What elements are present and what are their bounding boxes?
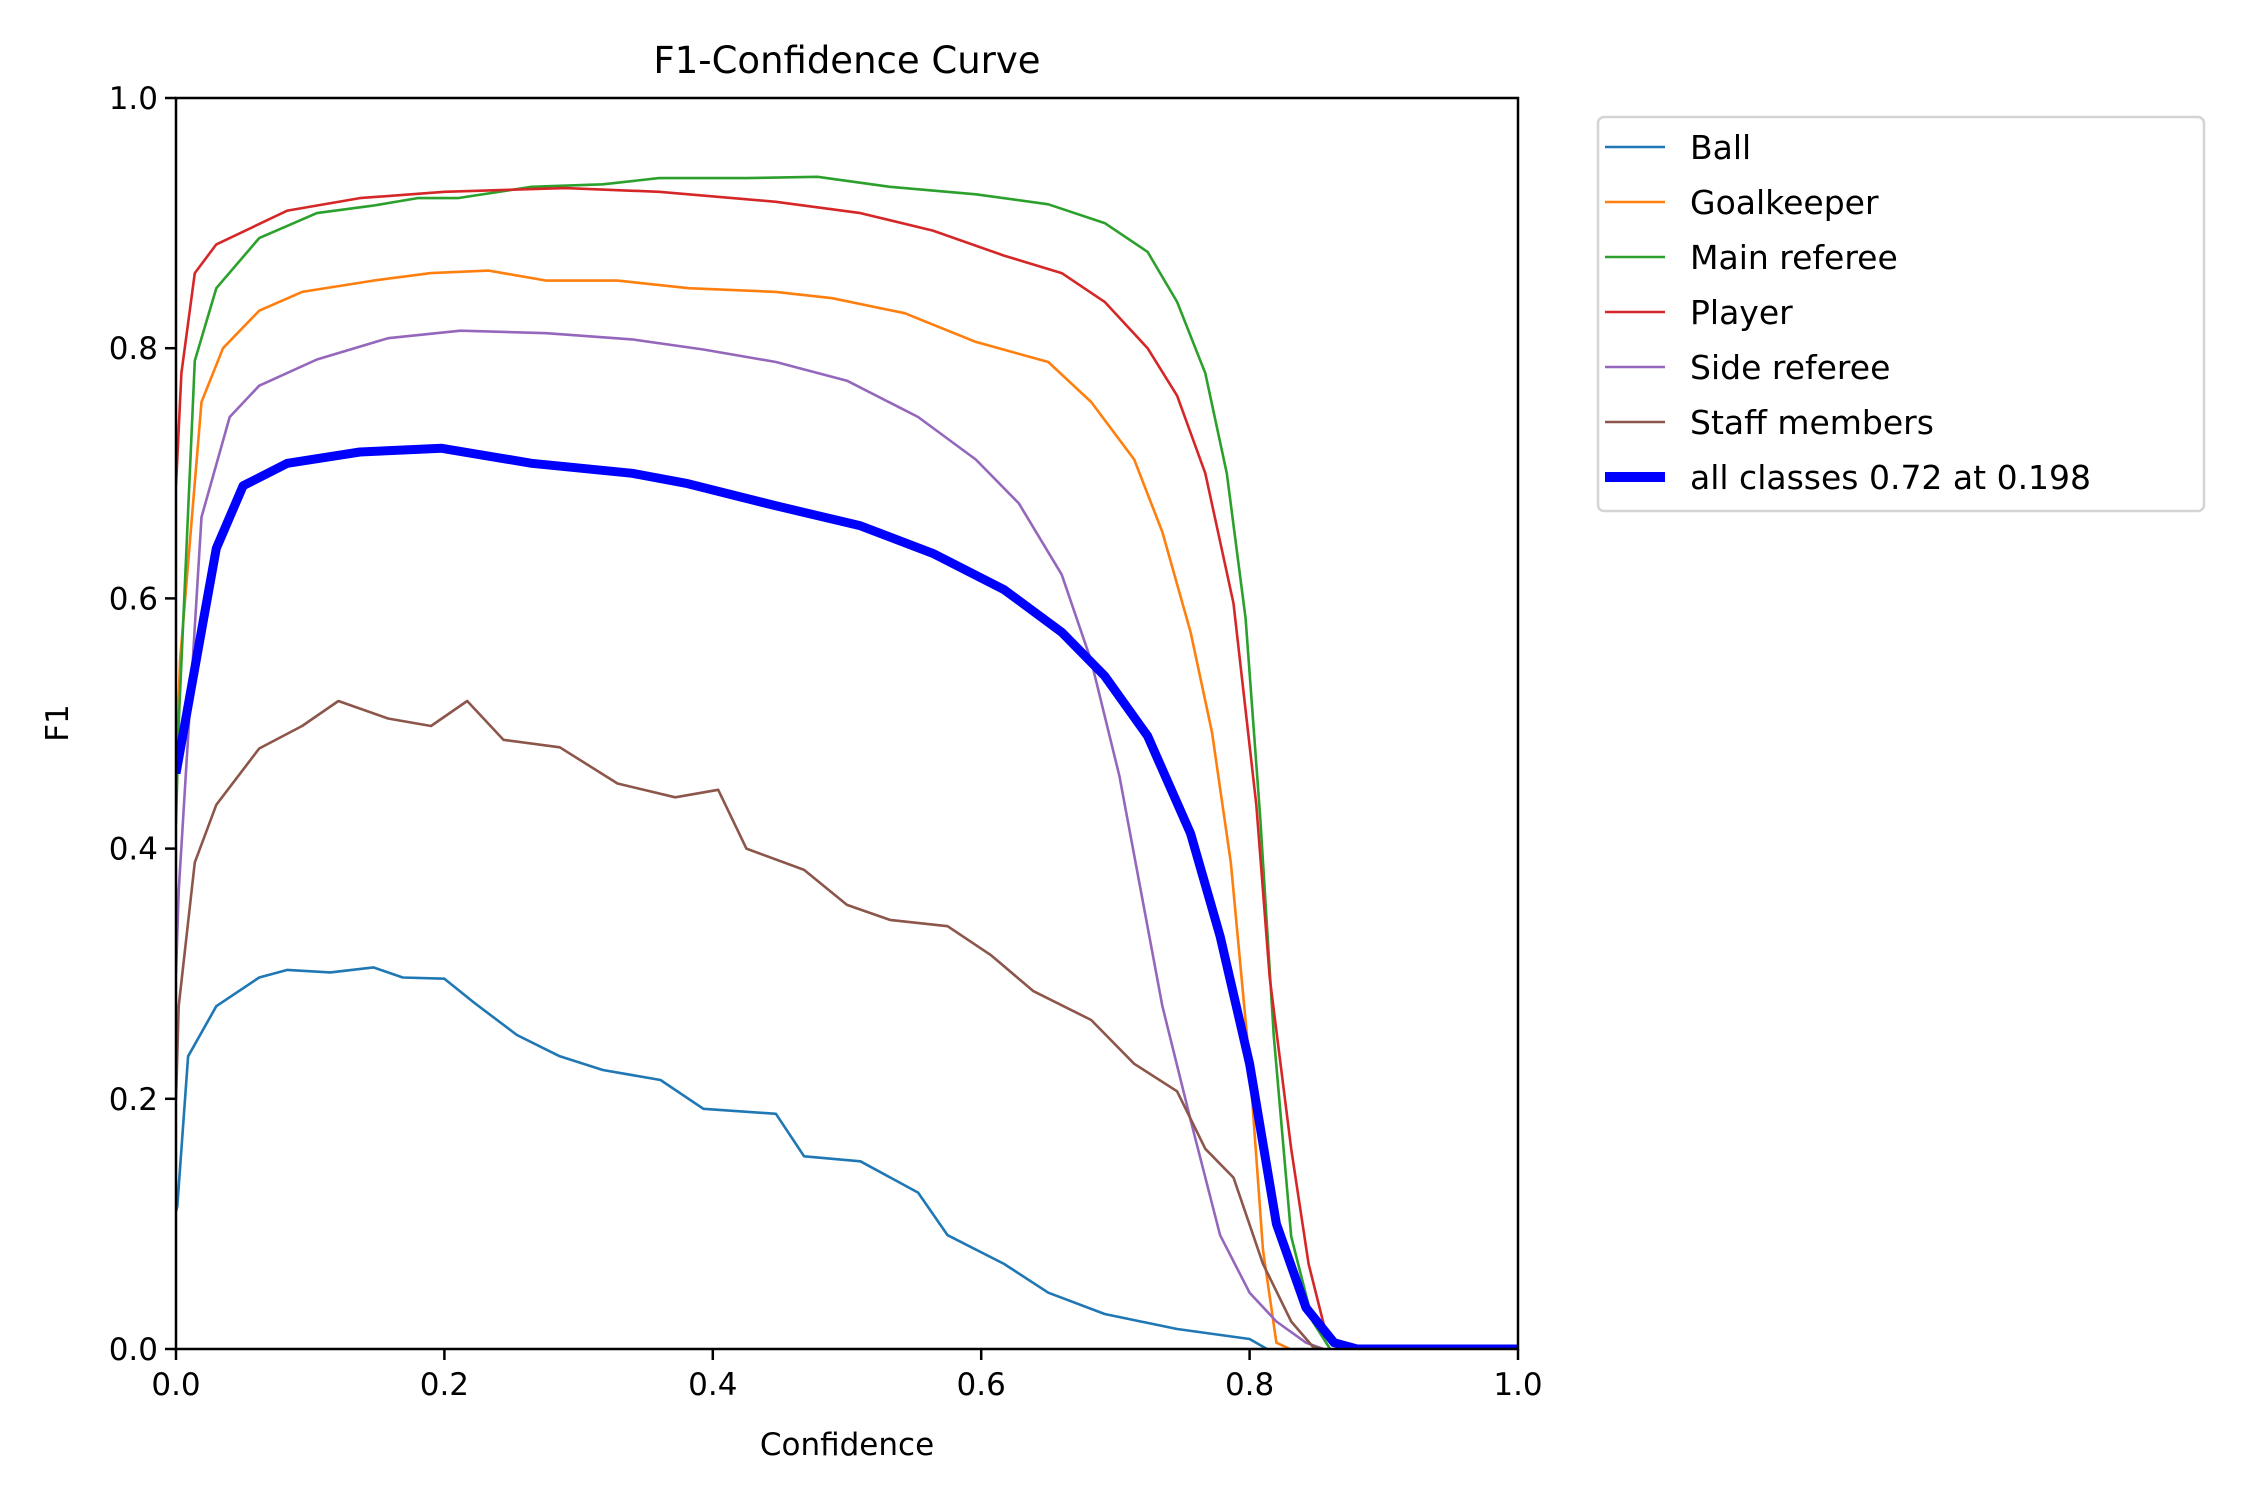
legend-label-side-referee: Side referee [1690, 348, 1890, 387]
y-tick-label: 0.4 [109, 832, 158, 868]
legend: Ball Goalkeeper Main referee Player Side ref… [1596, 115, 2206, 513]
legend-label-staff-members: Staff members [1690, 403, 1934, 442]
legend-label-all-classes-0-72-at-0-198: all classes 0.72 at 0.198 [1690, 458, 2091, 497]
x-tick-label: 0.8 [1225, 1367, 1274, 1403]
y-tick-label: 0.6 [109, 581, 158, 617]
series-line-main-referee [176, 175, 1332, 1349]
series-line-player [176, 186, 1345, 1349]
y-axis-ticks: 0.0 0.2 0.4 0.6 0.8 1.0 [109, 81, 176, 1368]
plot-lines [176, 175, 1518, 1349]
x-tick-label: 0.0 [151, 1367, 200, 1403]
legend-label-goalkeeper: Goalkeeper [1690, 183, 1879, 222]
series-line-side-referee [176, 329, 1324, 1349]
x-tick-label: 0.6 [957, 1367, 1006, 1403]
legend-label-main-referee: Main referee [1690, 238, 1898, 277]
x-tick-label: 1.0 [1493, 1367, 1542, 1403]
x-tick-label: 0.2 [420, 1367, 469, 1403]
legend-label-player: Player [1690, 293, 1793, 332]
y-tick-label: 0.0 [109, 1332, 158, 1368]
series-line-staff-members [176, 699, 1324, 1349]
legend-label-ball: Ball [1690, 128, 1751, 167]
series-line-ball [176, 966, 1268, 1349]
y-tick-label: 0.8 [109, 331, 158, 367]
y-tick-label: 1.0 [109, 81, 158, 117]
chart-title: F1-Confidence Curve [653, 39, 1040, 82]
y-axis-label: F1 [40, 704, 76, 742]
series-line-goalkeeper [176, 269, 1291, 1349]
series-line-all-classes-0-72-at-0-198 [176, 443, 1518, 1349]
y-tick-label: 0.2 [109, 1082, 158, 1118]
legend-box [1596, 115, 2206, 513]
plot-frame [174, 96, 1520, 1351]
x-axis-label: Confidence [760, 1427, 934, 1463]
x-tick-label: 0.4 [688, 1367, 737, 1403]
x-axis-ticks: 0.0 0.2 0.4 0.6 0.8 1.0 [151, 1349, 1543, 1403]
